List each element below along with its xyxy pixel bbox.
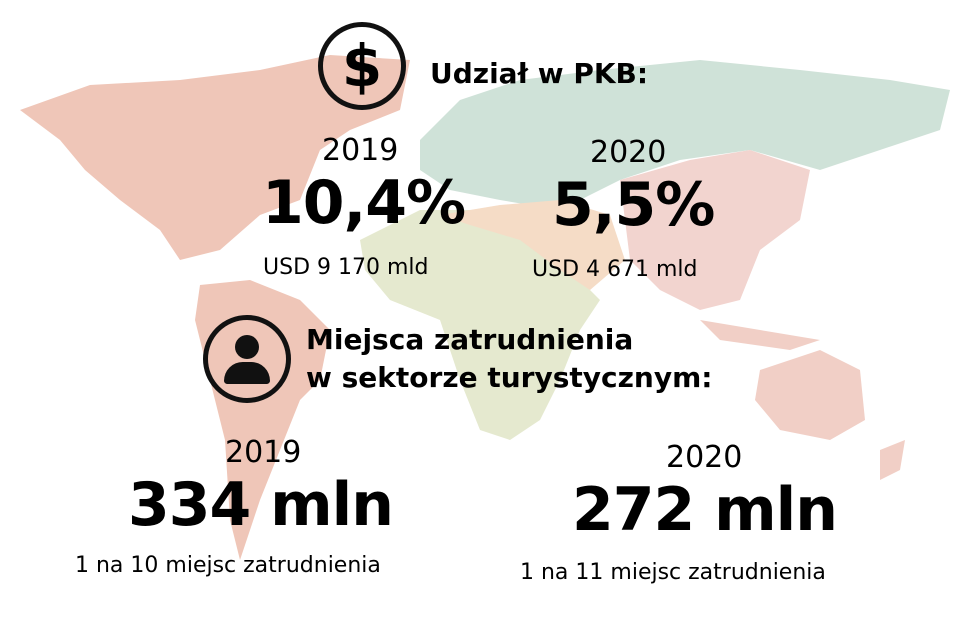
map-asia (620, 150, 810, 310)
jobs-2020-note: 1 na 11 miejsc zatrudnienia (520, 560, 826, 585)
jobs-heading-line1: Miejsca zatrudnienia (306, 323, 634, 356)
gdp-2019-amount: USD 9 170 mld (263, 255, 429, 280)
jobs-heading-line2: w sektorze turystycznym: (306, 361, 713, 394)
jobs-2019-note: 1 na 10 miejsc zatrudnienia (75, 553, 381, 578)
gdp-2019-value: 10,4% (262, 168, 466, 238)
gdp-2020-amount: USD 4 671 mld (532, 257, 698, 282)
person-icon (203, 315, 291, 403)
map-oceania (700, 320, 905, 480)
jobs-2020-year: 2020 (666, 440, 743, 475)
gdp-heading: Udział w PKB: (430, 57, 649, 90)
dollar-icon: $ (318, 22, 406, 110)
map-north-america (20, 55, 410, 260)
map-middle-east (440, 200, 625, 290)
gdp-2019-year: 2019 (322, 133, 399, 168)
gdp-2020-value: 5,5% (552, 170, 715, 240)
jobs-2020-value: 272 mln (572, 475, 838, 545)
map-europe-russia (420, 60, 950, 210)
jobs-2019-value: 334 mln (128, 470, 394, 540)
jobs-2019-year: 2019 (225, 435, 302, 470)
gdp-2020-year: 2020 (590, 135, 667, 170)
map-africa (360, 210, 600, 440)
